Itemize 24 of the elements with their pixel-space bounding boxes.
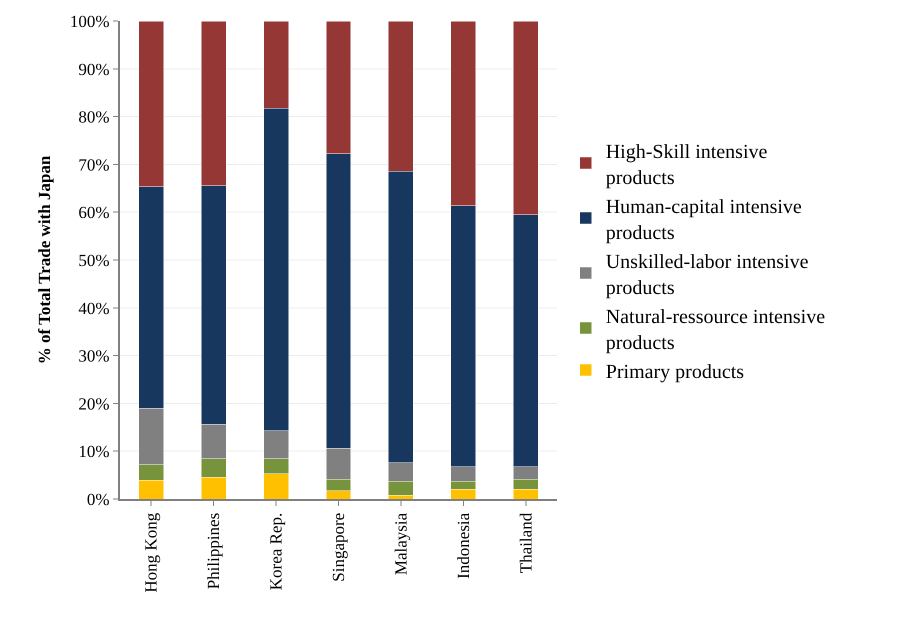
x-tick-label: Korea Rep. bbox=[266, 512, 286, 590]
y-tick-label: 10% bbox=[78, 442, 110, 462]
legend-label: Unskilled-labor intensive products bbox=[606, 250, 809, 299]
y-tick-label: 30% bbox=[78, 346, 110, 366]
y-tick-label: 0% bbox=[86, 490, 110, 509]
y-tick-label: 80% bbox=[78, 108, 110, 127]
y-tick-label: 100% bbox=[70, 12, 110, 31]
x-tick-label: Malaysia bbox=[391, 512, 410, 576]
legend-label: High-Skill intensive products bbox=[606, 140, 768, 189]
y-tick-label: 40% bbox=[78, 298, 110, 318]
x-tick-label: Thailand bbox=[516, 512, 536, 574]
y-tick-label: 50% bbox=[78, 250, 110, 270]
y-tick-label: 60% bbox=[78, 203, 110, 222]
x-tick-label: Singapore bbox=[329, 512, 348, 582]
legend-label: Natural-ressource intensive products bbox=[606, 306, 826, 354]
legend-label: Human-capital intensive products bbox=[606, 196, 802, 244]
y-axis-title: % of Total Trade with Japan bbox=[34, 155, 54, 364]
y-tick-label: 20% bbox=[78, 394, 110, 414]
legend-label: Primary products bbox=[606, 360, 744, 383]
x-tick-label: Philippines bbox=[204, 512, 224, 590]
y-tick-label: 70% bbox=[78, 155, 110, 174]
x-tick-label: Hong Kong bbox=[142, 512, 161, 593]
x-tick-label: Indonesia bbox=[454, 512, 473, 579]
y-tick-label: 90% bbox=[78, 60, 110, 79]
